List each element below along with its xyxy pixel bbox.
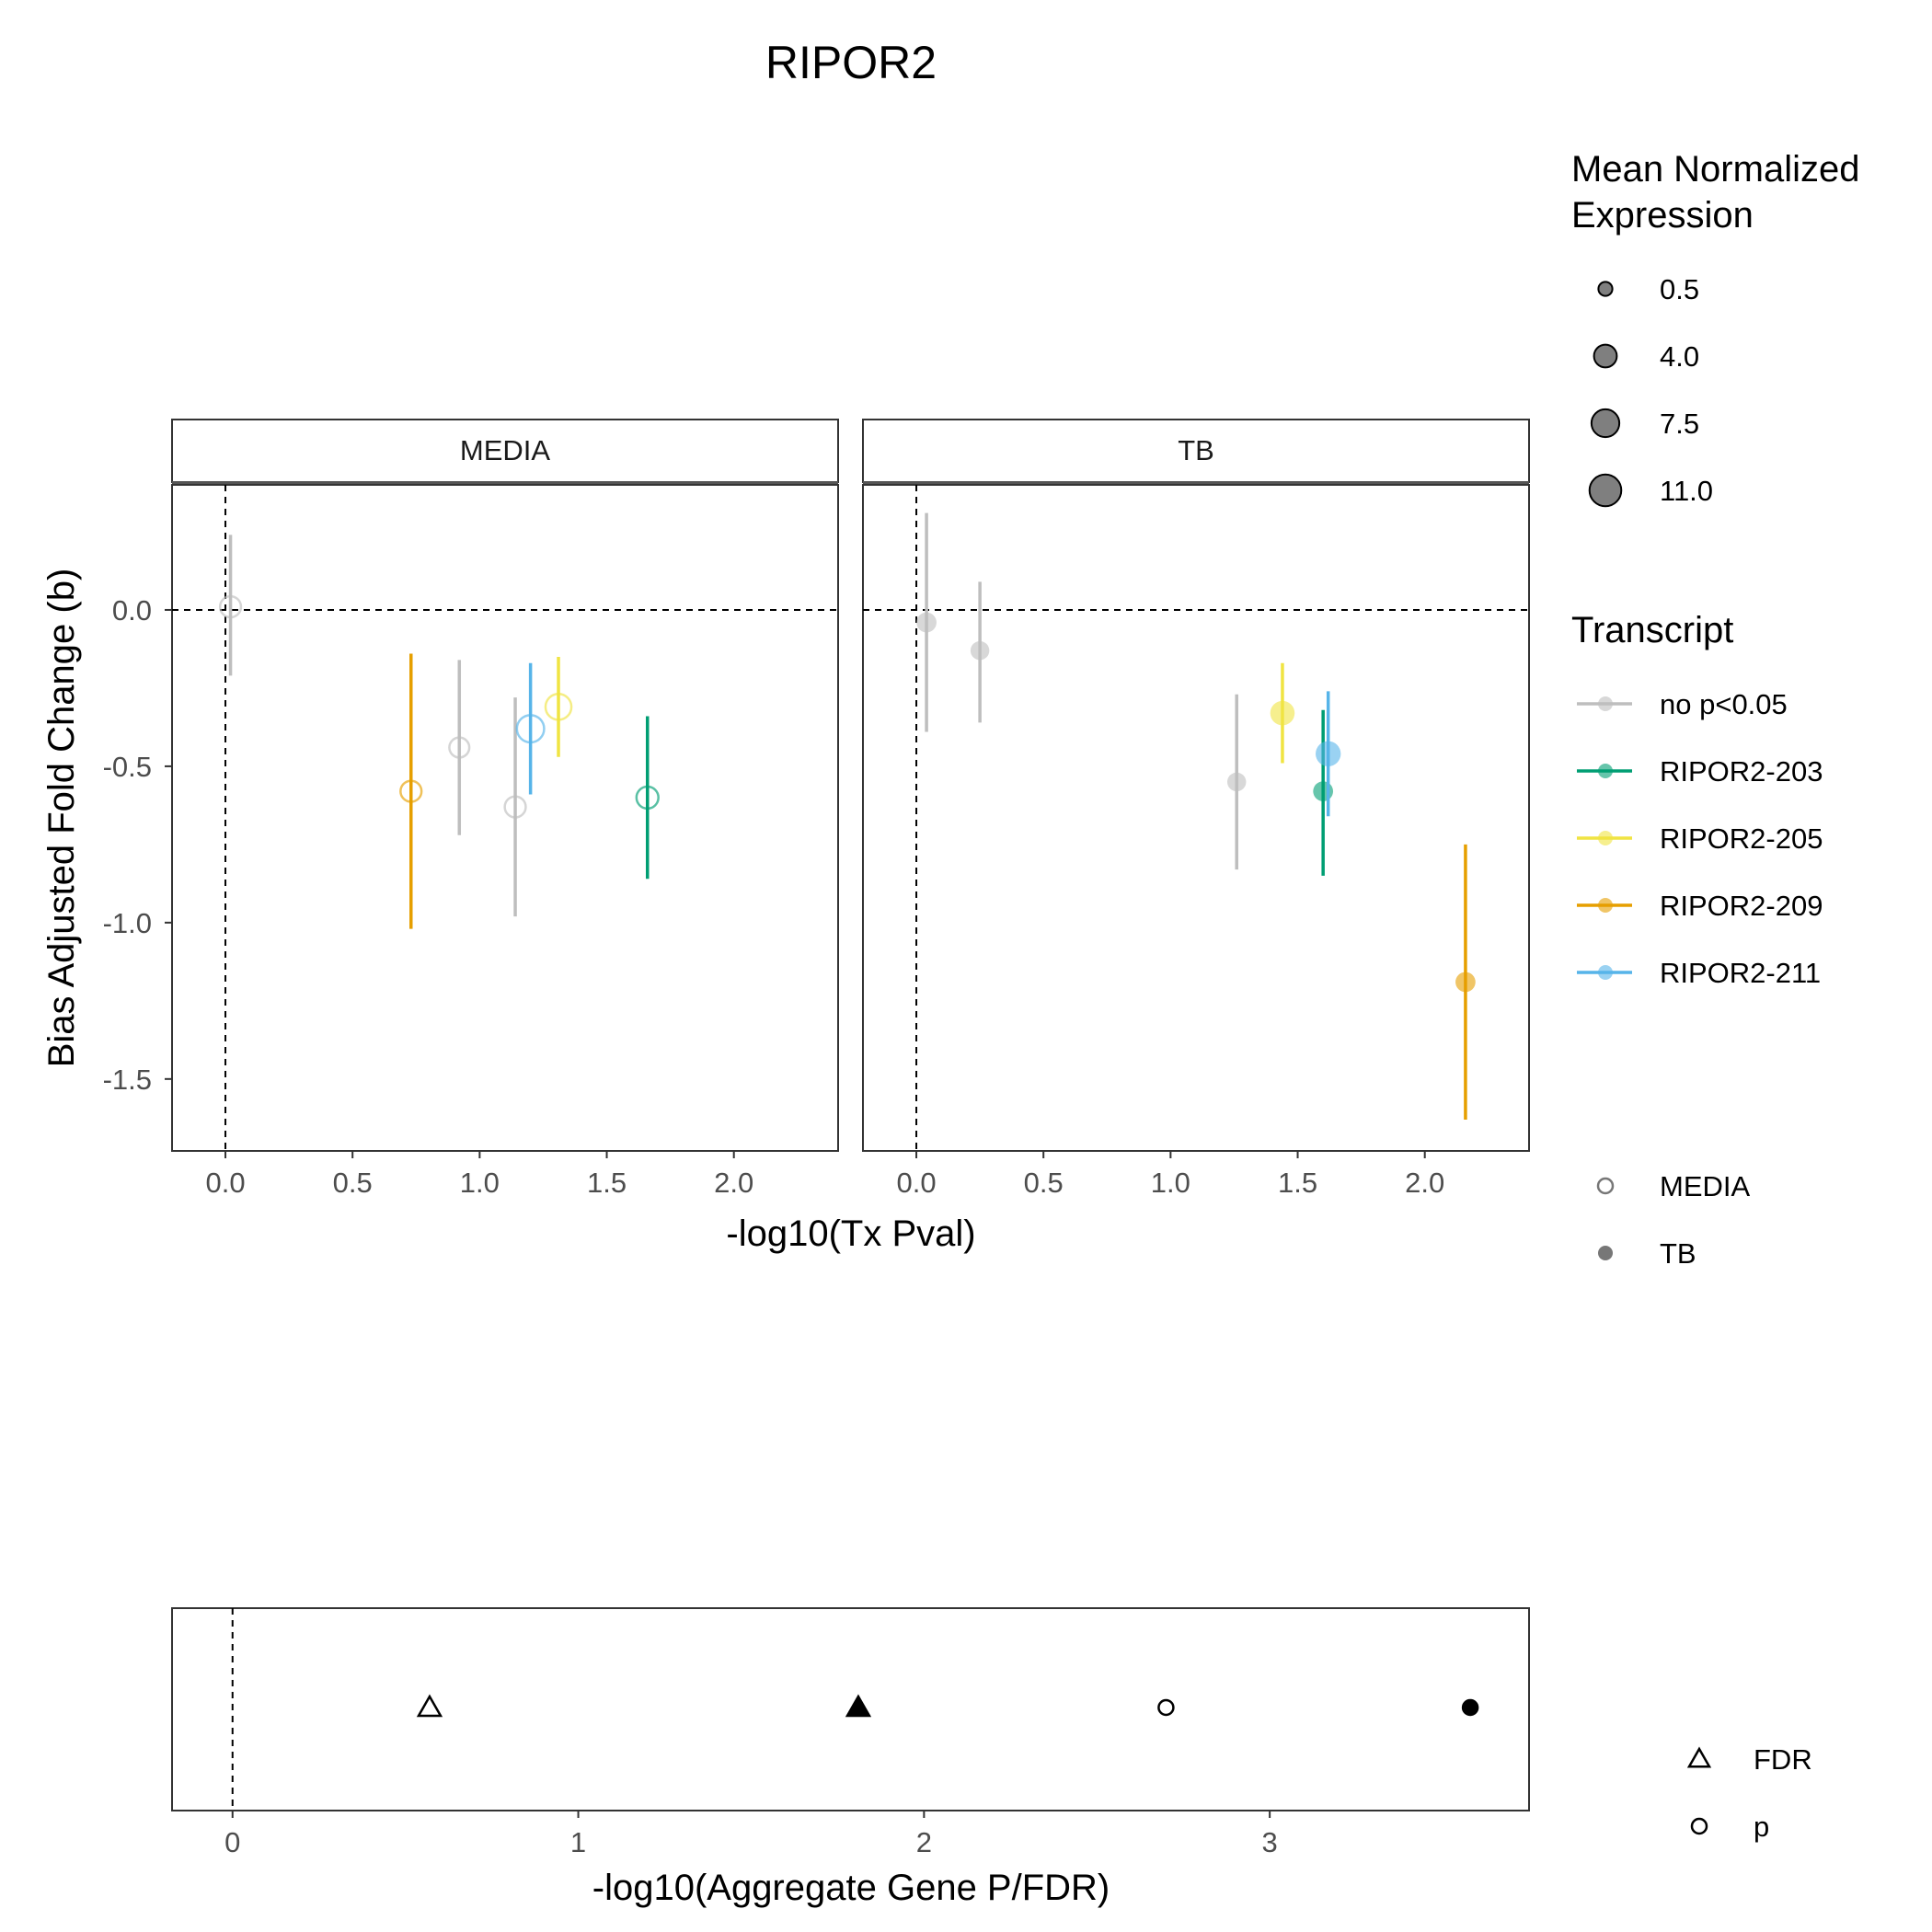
x-tick-label-aggregate-0: 0 bbox=[224, 1826, 240, 1858]
legend-size-key-1 bbox=[1593, 343, 1618, 369]
legend-transcript-label-ripor2-203: RIPOR2-203 bbox=[1660, 755, 1823, 788]
data-point-media-0 bbox=[218, 594, 243, 619]
legend-transcript-dot-ripor2-209 bbox=[1598, 898, 1613, 913]
x-tick-label-0-2: 1.0 bbox=[460, 1167, 500, 1199]
legend-size-label-3: 11.0 bbox=[1660, 475, 1713, 507]
aggregate-point-fdr-tb bbox=[845, 1694, 872, 1718]
data-point-media-2 bbox=[448, 736, 471, 759]
legend-transcript-dot-no-p-0-05 bbox=[1598, 696, 1613, 711]
marks-media bbox=[172, 485, 838, 1151]
x-tick-label-0-1: 0.5 bbox=[333, 1167, 373, 1199]
legend-size-key-3 bbox=[1588, 473, 1623, 508]
legend-metric-key-p bbox=[1690, 1817, 1708, 1835]
data-point-tb-0 bbox=[916, 612, 937, 633]
data-point-tb-1 bbox=[970, 640, 990, 661]
data-point-media-1 bbox=[399, 779, 423, 803]
legend-condition-key-tb bbox=[1598, 1246, 1613, 1260]
data-point-media-6 bbox=[635, 785, 660, 811]
legend-transcript-label-ripor2-209: RIPOR2-209 bbox=[1660, 890, 1823, 922]
legend-transcript-items: no p<0.05 RIPOR2-203 RIPOR2-205 RIPOR2-209 R… bbox=[1577, 688, 1823, 989]
data-point-tb-4 bbox=[1313, 781, 1334, 801]
x-axis-title: -log10(Tx Pval) bbox=[726, 1213, 975, 1254]
y-axis: 0.0 -0.5 -1.0 -1.5 bbox=[103, 594, 172, 1096]
legend-transcript-dot-ripor2-205 bbox=[1598, 831, 1613, 845]
facet-panel-tb: TB bbox=[862, 419, 1530, 1152]
data-point-media-4 bbox=[515, 714, 546, 744]
legend-transcript: Transcript no p<0.05 RIPOR2-203 RIPOR2-205… bbox=[1571, 610, 1823, 989]
y-tick-label-1: -0.5 bbox=[103, 751, 152, 783]
legend-transcript-dot-ripor2-203 bbox=[1598, 764, 1613, 778]
aggregate-panel bbox=[171, 1607, 1530, 1811]
aggregate-point-fdr-media bbox=[416, 1694, 443, 1718]
x-tick-label-1-0: 0.0 bbox=[896, 1167, 936, 1199]
x-axis-title-aggregate: -log10(Aggregate Gene P/FDR) bbox=[592, 1868, 1110, 1908]
data-point-media-3 bbox=[503, 795, 527, 819]
legend-size-key-0 bbox=[1597, 281, 1614, 297]
marks-aggregate bbox=[231, 1608, 1479, 1811]
x-tick-label-1-2: 1.0 bbox=[1151, 1167, 1190, 1199]
legend-condition: MEDIA TB bbox=[1596, 1170, 1751, 1270]
y-axis-title: Bias Adjusted Fold Change (b) bbox=[41, 569, 82, 1068]
x-tick-label-0-4: 2.0 bbox=[714, 1167, 753, 1199]
facet-strip-tb bbox=[862, 419, 1530, 483]
legend-metric-key-fdr bbox=[1686, 1746, 1712, 1768]
legend-transcript-label-no-p-0-05: no p<0.05 bbox=[1660, 688, 1788, 720]
legend-condition-label-media: MEDIA bbox=[1660, 1170, 1751, 1202]
x-tick-label-1-3: 1.5 bbox=[1278, 1167, 1317, 1199]
y-tick-label-2: -1.0 bbox=[103, 907, 152, 939]
legend-metric-label-fdr: FDR bbox=[1754, 1743, 1812, 1776]
y-tick-label-3: -1.5 bbox=[103, 1064, 152, 1096]
data-point-tb-6 bbox=[1455, 972, 1476, 993]
data-point-tb-2 bbox=[1226, 772, 1247, 792]
x-tick-label-1-4: 2.0 bbox=[1405, 1167, 1444, 1199]
plot-area-media bbox=[171, 484, 839, 1152]
legend-size-label-1: 4.0 bbox=[1660, 340, 1699, 373]
x-axis-aggregate: 0 1 2 3 bbox=[224, 1811, 1278, 1858]
legend-size-key-2 bbox=[1590, 408, 1621, 439]
data-point-tb-5 bbox=[1316, 741, 1341, 766]
legend-transcript-label-ripor2-205: RIPOR2-205 bbox=[1660, 822, 1823, 855]
legend-condition-label-tb: TB bbox=[1660, 1237, 1696, 1270]
marks-tb bbox=[863, 485, 1529, 1151]
x-tick-label-0-3: 1.5 bbox=[587, 1167, 627, 1199]
x-tick-label-aggregate-1: 1 bbox=[570, 1826, 586, 1858]
facet-label-media: MEDIA bbox=[460, 434, 551, 466]
aggregate-point-p-tb bbox=[1461, 1698, 1479, 1717]
facet-label-tb: TB bbox=[1178, 434, 1214, 466]
legend-transcript-label-ripor2-211: RIPOR2-211 bbox=[1660, 957, 1821, 989]
facet-panel-media: MEDIA bbox=[171, 419, 839, 1152]
data-point-media-5 bbox=[544, 693, 573, 721]
legend-metric: FDR p bbox=[1686, 1743, 1812, 1843]
legend-size-title-line2: Expression bbox=[1571, 195, 1754, 236]
legend-condition-key-media bbox=[1596, 1177, 1615, 1195]
legend-size: Mean Normalized Expression 0.5 4.0 7.5 11.0 bbox=[1571, 149, 1859, 508]
plot-area-aggregate bbox=[171, 1607, 1530, 1811]
legend-size-items: 0.5 4.0 7.5 11.0 bbox=[1588, 273, 1713, 508]
plot-area-tb bbox=[862, 484, 1530, 1152]
legend-size-label-2: 7.5 bbox=[1660, 408, 1699, 440]
data-point-tb-3 bbox=[1270, 700, 1295, 726]
chart-title: RIPOR2 bbox=[765, 37, 937, 88]
x-tick-label-aggregate-2: 2 bbox=[916, 1826, 932, 1858]
x-tick-label-0-0: 0.0 bbox=[205, 1167, 245, 1199]
x-tick-label-1-1: 0.5 bbox=[1024, 1167, 1064, 1199]
legend-transcript-title: Transcript bbox=[1571, 610, 1733, 650]
facet-strip-media bbox=[171, 419, 839, 483]
legend-metric-label-p: p bbox=[1754, 1811, 1769, 1843]
legend-size-title-line1: Mean Normalized bbox=[1571, 149, 1859, 190]
x-tick-label-aggregate-3: 3 bbox=[1262, 1826, 1278, 1858]
aggregate-point-p-media bbox=[1157, 1698, 1175, 1717]
x-axis: 0.0 0.5 1.0 1.5 2.0 0.0 0.5 1.0 1.5 2.0 bbox=[205, 1151, 1444, 1199]
y-tick-label-0: 0.0 bbox=[112, 594, 152, 627]
legend-size-label-0: 0.5 bbox=[1660, 273, 1699, 305]
legend-transcript-dot-ripor2-211 bbox=[1598, 965, 1613, 980]
